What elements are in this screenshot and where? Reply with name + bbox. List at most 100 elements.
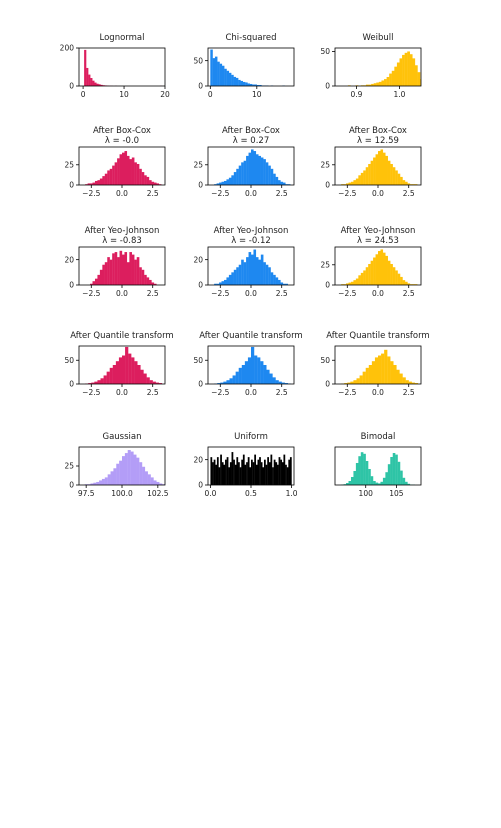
- histogram-bar: [257, 357, 261, 384]
- histogram-bar: [129, 252, 132, 285]
- histogram-bar: [99, 480, 103, 485]
- histogram-bar: [252, 462, 255, 485]
- histogram-bar: [252, 84, 255, 86]
- histogram-bar: [214, 56, 218, 86]
- histogram-bar: [378, 81, 382, 86]
- histogram-bar: [259, 84, 262, 86]
- histogram-bar: [348, 282, 352, 285]
- histogram-bar: [381, 80, 385, 86]
- histogram-bar: [346, 283, 349, 285]
- histogram-bar: [402, 377, 406, 384]
- histogram-bar: [224, 68, 227, 86]
- histogram-bar: [85, 184, 88, 185]
- histogram-bar: [88, 383, 92, 384]
- y-tick-label: 0: [69, 481, 74, 490]
- histogram-bar: [375, 254, 379, 285]
- histogram-bar: [382, 477, 386, 485]
- histogram-bar: [127, 450, 131, 485]
- histogram-bar: [155, 382, 160, 384]
- histogram-bar: [219, 282, 222, 285]
- histogram-bar: [402, 180, 406, 185]
- x-tick-label: 2.5: [403, 189, 415, 198]
- histogram-bar: [283, 454, 286, 485]
- histogram-bar: [253, 151, 257, 185]
- histogram-bar: [360, 272, 364, 285]
- histogram-bar: [353, 471, 357, 485]
- histogram-bar: [104, 173, 108, 185]
- histogram-bar: [288, 459, 291, 485]
- histogram-bar: [131, 357, 135, 384]
- histogram-bar: [246, 155, 249, 185]
- histogram-bar: [270, 272, 274, 285]
- histogram-bar: [90, 483, 94, 485]
- histogram-bar: [124, 151, 128, 185]
- histogram-bar: [412, 58, 416, 86]
- histogram-bar: [97, 380, 101, 384]
- histogram-bar: [223, 381, 227, 384]
- histogram-bar: [260, 157, 264, 185]
- histogram-bar: [131, 157, 135, 185]
- histogram-bar: [146, 176, 150, 185]
- histogram-bar: [117, 158, 120, 185]
- histogram-bar: [149, 380, 153, 384]
- histogram-bar: [414, 383, 419, 384]
- histogram-bar: [384, 79, 387, 86]
- histogram-bar: [381, 353, 385, 384]
- histogram-bar: [235, 371, 239, 384]
- histogram-bar: [407, 51, 410, 86]
- histogram-bar: [353, 380, 357, 384]
- histogram-bar: [97, 274, 101, 285]
- histogram-bar: [368, 263, 371, 285]
- panel-title: After Box-Cox: [349, 126, 407, 136]
- panel-title: After Quantile transform: [326, 331, 429, 341]
- histogram-panel: Chi-squared 0 10 0 50: [193, 33, 295, 99]
- histogram-bar: [285, 464, 287, 485]
- histogram-bar: [281, 462, 284, 485]
- histogram-bar: [363, 453, 366, 485]
- x-tick-label: 0.0: [116, 189, 128, 198]
- histogram-bar: [273, 459, 276, 485]
- histogram-bar: [378, 483, 381, 485]
- histogram-bar: [370, 476, 374, 485]
- histogram-bar: [212, 58, 216, 86]
- histogram-bar: [228, 72, 232, 86]
- panel-title: After Box-Cox: [93, 126, 151, 136]
- histogram-bar: [373, 157, 376, 185]
- histogram-bar: [258, 259, 261, 285]
- histogram-bar: [393, 365, 397, 384]
- histogram-bar: [278, 279, 281, 285]
- histogram-bar: [263, 459, 266, 485]
- histogram-bar: [151, 282, 155, 285]
- panel-subtitle: λ = -0.12: [231, 236, 271, 246]
- panel-title: After Quantile transform: [70, 331, 173, 341]
- histogram-bar: [289, 457, 292, 485]
- histogram-bar: [385, 155, 388, 185]
- histogram-bar: [149, 180, 152, 185]
- histogram-bar: [158, 383, 163, 384]
- histogram-bar: [240, 80, 244, 86]
- histogram-bar: [350, 181, 354, 185]
- histogram-bar: [256, 84, 260, 86]
- histogram-bar: [387, 260, 391, 285]
- histogram-bar: [380, 481, 384, 485]
- histogram-panel: Weibull 0.9 1.0 0 50: [320, 33, 422, 99]
- x-tick-label: 1.0: [394, 90, 406, 99]
- histogram-bar: [282, 283, 286, 285]
- histogram-bar: [139, 267, 142, 285]
- histogram-bar: [268, 165, 271, 185]
- histogram-bar: [100, 84, 103, 86]
- panel-title: After Quantile transform: [199, 331, 302, 341]
- histogram-bar: [104, 477, 108, 485]
- x-tick-label: 2.5: [147, 189, 159, 198]
- histogram-bar: [214, 184, 217, 185]
- histogram-bar: [399, 58, 403, 86]
- histogram-bar: [278, 381, 282, 384]
- plot-frame: [78, 47, 166, 87]
- histogram-bar: [390, 457, 393, 485]
- histogram-bar: [405, 380, 409, 384]
- histogram-bar: [229, 378, 233, 384]
- histogram-bar: [275, 380, 279, 384]
- histogram-bar: [259, 457, 261, 485]
- y-tick-label: 0: [198, 481, 203, 490]
